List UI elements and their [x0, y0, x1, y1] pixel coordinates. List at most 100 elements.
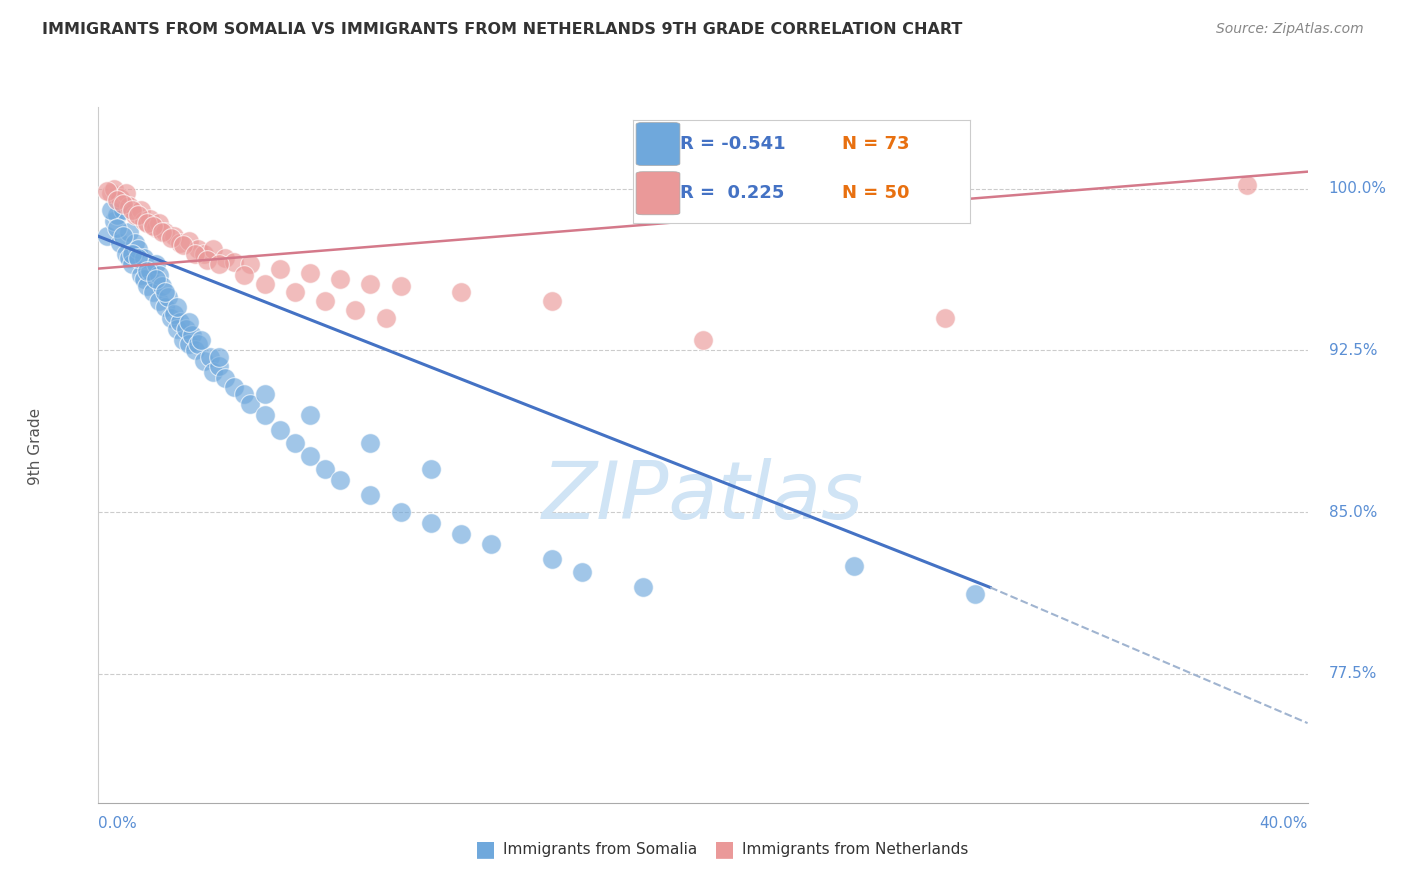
Point: [148, 268, 170, 282]
Point: [139, 264, 162, 278]
Point: [344, 302, 367, 317]
Point: [105, 220, 128, 235]
Text: 40.0%: 40.0%: [1260, 816, 1308, 831]
Text: Immigrants from Somalia: Immigrants from Somalia: [503, 842, 697, 856]
Point: [239, 397, 262, 411]
Point: [118, 199, 141, 213]
Text: N = 50: N = 50: [842, 185, 910, 202]
Point: [153, 225, 176, 239]
Point: [124, 235, 146, 250]
Point: [253, 408, 276, 422]
Text: ■: ■: [475, 839, 495, 859]
Point: [142, 285, 165, 300]
Point: [314, 293, 336, 308]
Text: N = 73: N = 73: [842, 135, 910, 153]
Point: [103, 214, 125, 228]
Point: [540, 293, 562, 308]
Point: [100, 203, 122, 218]
Point: [160, 231, 183, 245]
Point: [166, 301, 188, 315]
Text: IMMIGRANTS FROM SOMALIA VS IMMIGRANTS FROM NETHERLANDS 9TH GRADE CORRELATION CHA: IMMIGRANTS FROM SOMALIA VS IMMIGRANTS FR…: [42, 22, 963, 37]
Point: [269, 423, 291, 437]
Text: 9th Grade: 9th Grade: [28, 408, 42, 484]
Point: [127, 251, 149, 265]
Point: [135, 264, 157, 278]
Point: [132, 214, 155, 228]
Point: [145, 272, 167, 286]
Point: [360, 436, 382, 450]
Point: [214, 251, 236, 265]
Point: [174, 322, 197, 336]
Point: [124, 208, 146, 222]
Point: [172, 238, 194, 252]
Point: [108, 235, 131, 250]
Text: 77.5%: 77.5%: [1329, 666, 1376, 681]
Point: [118, 225, 141, 239]
Point: [177, 337, 201, 351]
Point: [129, 268, 152, 282]
Point: [1236, 178, 1258, 192]
Point: [121, 246, 143, 260]
Point: [214, 371, 236, 385]
Point: [118, 251, 141, 265]
FancyBboxPatch shape: [636, 171, 681, 215]
Point: [269, 261, 291, 276]
Point: [239, 257, 262, 271]
Text: ■: ■: [714, 839, 734, 859]
Point: [299, 266, 322, 280]
Point: [111, 197, 134, 211]
Point: [965, 587, 987, 601]
Point: [163, 229, 186, 244]
Point: [184, 343, 207, 358]
Point: [329, 272, 352, 286]
Point: [360, 488, 382, 502]
Point: [208, 350, 231, 364]
Text: Source: ZipAtlas.com: Source: ZipAtlas.com: [1216, 22, 1364, 37]
Point: [114, 246, 136, 260]
Text: R = -0.541: R = -0.541: [681, 135, 786, 153]
Point: [202, 242, 225, 256]
Point: [844, 558, 866, 573]
Point: [166, 322, 188, 336]
Point: [142, 219, 165, 233]
Text: 0.0%: 0.0%: [98, 816, 138, 831]
Point: [153, 301, 176, 315]
Point: [135, 278, 157, 293]
Point: [177, 315, 201, 329]
Point: [253, 386, 276, 401]
Point: [314, 462, 336, 476]
Point: [127, 208, 149, 222]
Point: [389, 505, 412, 519]
Text: Immigrants from Netherlands: Immigrants from Netherlands: [742, 842, 969, 856]
Point: [692, 333, 714, 347]
Point: [284, 436, 307, 450]
Point: [187, 242, 209, 256]
Point: [145, 257, 167, 271]
Text: 85.0%: 85.0%: [1329, 505, 1376, 519]
Text: 92.5%: 92.5%: [1329, 343, 1376, 358]
Point: [360, 277, 382, 291]
Point: [156, 290, 179, 304]
Point: [284, 285, 307, 300]
Point: [450, 285, 472, 300]
Point: [132, 272, 155, 286]
Point: [187, 337, 209, 351]
Point: [121, 203, 143, 218]
Point: [232, 268, 254, 282]
Point: [389, 278, 412, 293]
Point: [208, 359, 231, 373]
Point: [200, 350, 222, 364]
Point: [132, 251, 155, 265]
Point: [450, 526, 472, 541]
Point: [224, 380, 246, 394]
Point: [148, 293, 170, 308]
Point: [105, 208, 128, 222]
Point: [111, 203, 134, 218]
Point: [193, 246, 215, 260]
Point: [934, 311, 956, 326]
Text: ZIPatlas: ZIPatlas: [541, 458, 865, 536]
Point: [329, 473, 352, 487]
Point: [139, 212, 162, 227]
Point: [169, 235, 191, 250]
Point: [419, 462, 441, 476]
